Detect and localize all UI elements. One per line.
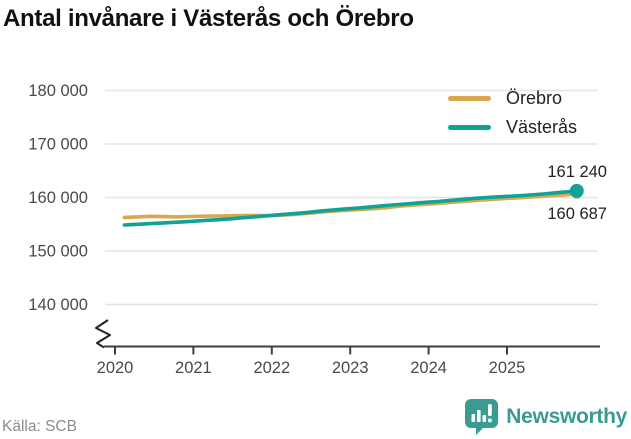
vasteras-end-value-label: 161 240 [547, 163, 607, 181]
y-axis-break-icon [95, 319, 111, 349]
orebro-end-value-label: 160 687 [547, 205, 607, 223]
page-title: Antal invånare i Västerås och Örebro [3, 5, 414, 32]
y-axis-tick-label: 140 000 [28, 296, 88, 314]
legend-item-orebro: Örebro [448, 84, 577, 113]
y-axis-tick-label: 150 000 [28, 243, 88, 261]
legend-item-vasteras: Västerås [448, 113, 577, 142]
chart-legend: Örebro Västerås [448, 84, 577, 142]
legend-label-orebro: Örebro [506, 88, 563, 108]
line-vasteras [122, 189, 579, 227]
legend-label-vasteras: Västerås [506, 117, 578, 137]
y-axis-tick-label: 180 000 [28, 82, 88, 100]
x-axis-tick-label: 2022 [253, 359, 290, 377]
newsworthy-branding: Newsworthy [463, 398, 627, 435]
y-axis-tick-label: 170 000 [28, 136, 88, 154]
source-note: Källa: SCB [2, 418, 77, 435]
vasteras-end-dot [569, 183, 584, 198]
x-axis-tick-label: 2020 [97, 359, 134, 377]
x-axis-tick-label: 2021 [175, 359, 212, 377]
newsworthy-logo-icon [465, 399, 499, 435]
y-axis-tick-label: 160 000 [28, 189, 88, 207]
x-axis-tick-label: 2025 [489, 359, 526, 377]
vasteras-line-swatch-icon [448, 125, 491, 130]
newsworthy-wordmark: Newsworthy [506, 404, 627, 428]
orebro-line-swatch-icon [448, 96, 491, 101]
x-axis-tick-label: 2024 [410, 359, 447, 377]
x-axis-tick-label: 2023 [332, 359, 369, 377]
